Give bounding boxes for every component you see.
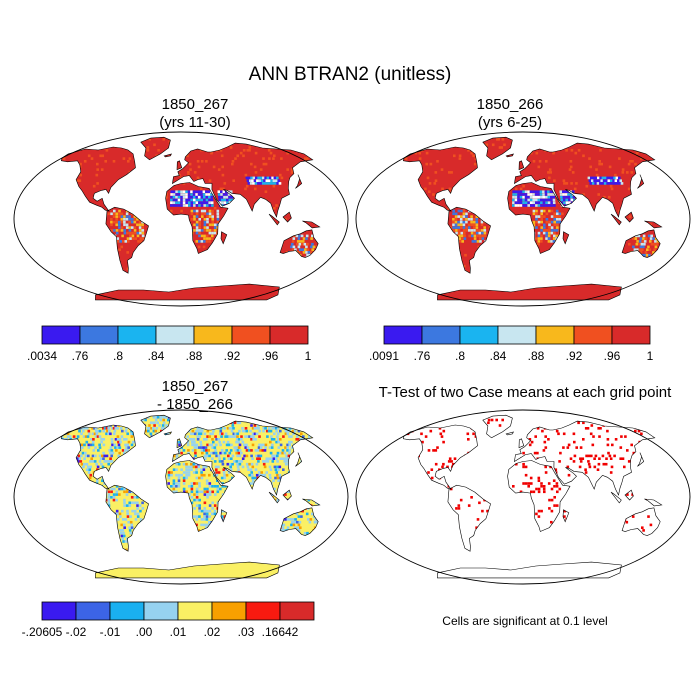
colorbar-tick-label: .8 bbox=[113, 349, 123, 363]
map-panel-4 bbox=[355, 409, 691, 585]
colorbar-tick-label: .16642 bbox=[262, 625, 299, 639]
colorbar-tick-label: .92 bbox=[224, 349, 241, 363]
colorbar-swatch bbox=[279, 601, 315, 621]
colorbar-tick-label: .76 bbox=[72, 349, 89, 363]
panel-4-title-line1: T-Test of two Case means at each grid po… bbox=[378, 384, 672, 401]
colorbar-tick-label: .92 bbox=[566, 349, 583, 363]
colorbar-tick-label: .01 bbox=[170, 625, 187, 639]
colorbar-tick-label: -.20605 bbox=[22, 625, 63, 639]
colorbar-swatch bbox=[155, 325, 195, 345]
colorbar-swatch bbox=[497, 325, 537, 345]
colorbar-tick-label: .88 bbox=[528, 349, 545, 363]
main-title: ANN BTRAN2 (unitless) bbox=[248, 64, 452, 85]
colorbar-tick-label: .00 bbox=[136, 625, 153, 639]
colorbar-swatch bbox=[231, 325, 271, 345]
panel-3-title-line1: 1850_267 bbox=[161, 378, 229, 395]
panel-2-title-line2: (yrs 6-25) bbox=[477, 114, 543, 131]
colorbar-tick-label: -.02 bbox=[66, 625, 87, 639]
colorbar-tick-label: .8 bbox=[455, 349, 465, 363]
colorbar-tick-label: .96 bbox=[262, 349, 279, 363]
colorbar-tick-label: .96 bbox=[604, 349, 621, 363]
colorbar-tick-label: .76 bbox=[414, 349, 431, 363]
colorbar-swatch bbox=[269, 325, 309, 345]
colorbar-tick-label: .84 bbox=[490, 349, 507, 363]
colorbar-swatch bbox=[535, 325, 575, 345]
panel-3-title-line2: - 1850_266 bbox=[157, 396, 233, 413]
panel-1-title-line1: 1850_267 bbox=[161, 96, 229, 113]
significance-note: Cells are significant at 0.1 level bbox=[442, 614, 608, 628]
panel-1-title: 1850_267 (yrs 11-30) bbox=[35, 96, 355, 132]
colorbar-tick-label: 1 bbox=[647, 349, 654, 363]
colorbar-panel-3: -.20605 -.02 -.01 .00 .01 .02 .03 .16642 bbox=[22, 601, 315, 639]
map-panel-1 bbox=[13, 131, 349, 307]
colorbar-swatch bbox=[211, 601, 247, 621]
colorbar-tick-label: .88 bbox=[186, 349, 203, 363]
colorbar-tick-label: .0091 bbox=[369, 349, 399, 363]
colorbar-panel-1: .0034 .76 .8 .84 .88 .92 .96 1 bbox=[27, 325, 312, 363]
colorbar-swatch bbox=[117, 325, 157, 345]
colorbar-tick-label: .03 bbox=[238, 625, 255, 639]
colorbar-swatch bbox=[109, 601, 145, 621]
colorbar-swatch bbox=[41, 601, 77, 621]
colorbar-swatch bbox=[41, 325, 81, 345]
map-panel-3 bbox=[13, 409, 349, 585]
panel-3-title: 1850_267 - 1850_266 bbox=[35, 378, 355, 414]
colorbar-tick-label: 1 bbox=[305, 349, 312, 363]
panel-2-title: 1850_266 (yrs 6-25) bbox=[350, 96, 670, 132]
colorbar-swatch bbox=[573, 325, 613, 345]
colorbar-swatch bbox=[79, 325, 119, 345]
panel-4-title: T-Test of two Case means at each grid po… bbox=[352, 384, 698, 402]
colorbar-panel-2: .0091 .76 .8 .84 .88 .92 .96 1 bbox=[369, 325, 654, 363]
colorbar-swatch bbox=[383, 325, 423, 345]
colorbar-tick-label: .0034 bbox=[27, 349, 57, 363]
colorbar-swatch bbox=[193, 325, 233, 345]
colorbar-tick-label: .84 bbox=[148, 349, 165, 363]
colorbar-swatch bbox=[75, 601, 111, 621]
panel-2-title-line1: 1850_266 bbox=[476, 96, 544, 113]
colorbar-swatch bbox=[611, 325, 651, 345]
colorbar-swatch bbox=[459, 325, 499, 345]
colorbar-tick-label: -.01 bbox=[100, 625, 121, 639]
colorbar-swatch bbox=[177, 601, 213, 621]
map-panel-2 bbox=[355, 131, 691, 307]
colorbar-swatch bbox=[245, 601, 281, 621]
colorbar-tick-label: .02 bbox=[204, 625, 221, 639]
panel-1-title-line2: (yrs 11-30) bbox=[159, 114, 231, 131]
colorbar-swatch bbox=[421, 325, 461, 345]
colorbar-swatch bbox=[143, 601, 179, 621]
